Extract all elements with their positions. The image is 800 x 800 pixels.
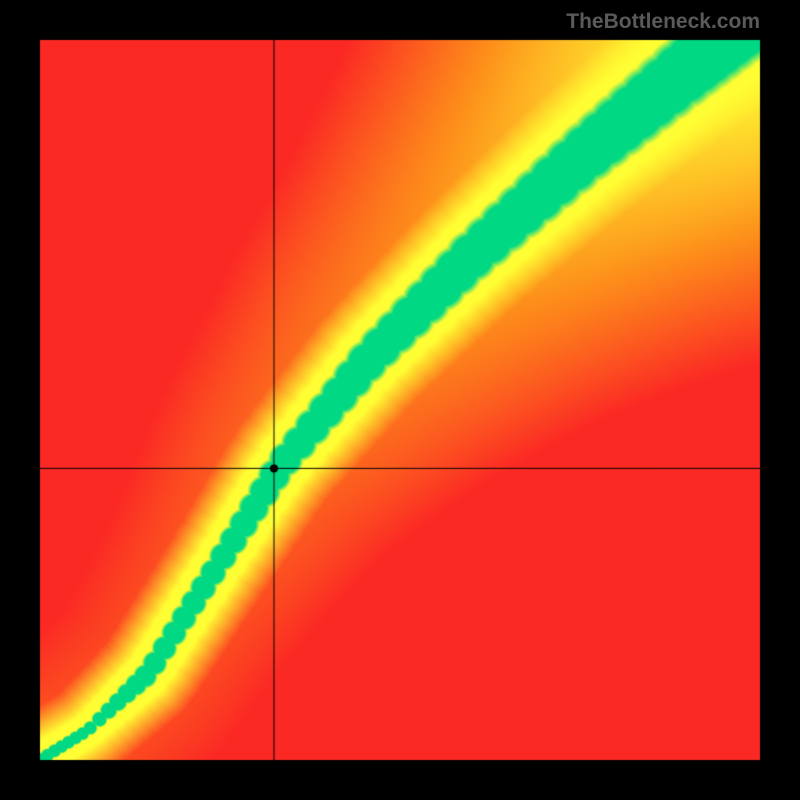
chart-container: { "watermark": "TheBottleneck.com", "cha… [0,0,800,800]
watermark-text: TheBottleneck.com [566,10,760,34]
bottleneck-heatmap [0,0,800,800]
